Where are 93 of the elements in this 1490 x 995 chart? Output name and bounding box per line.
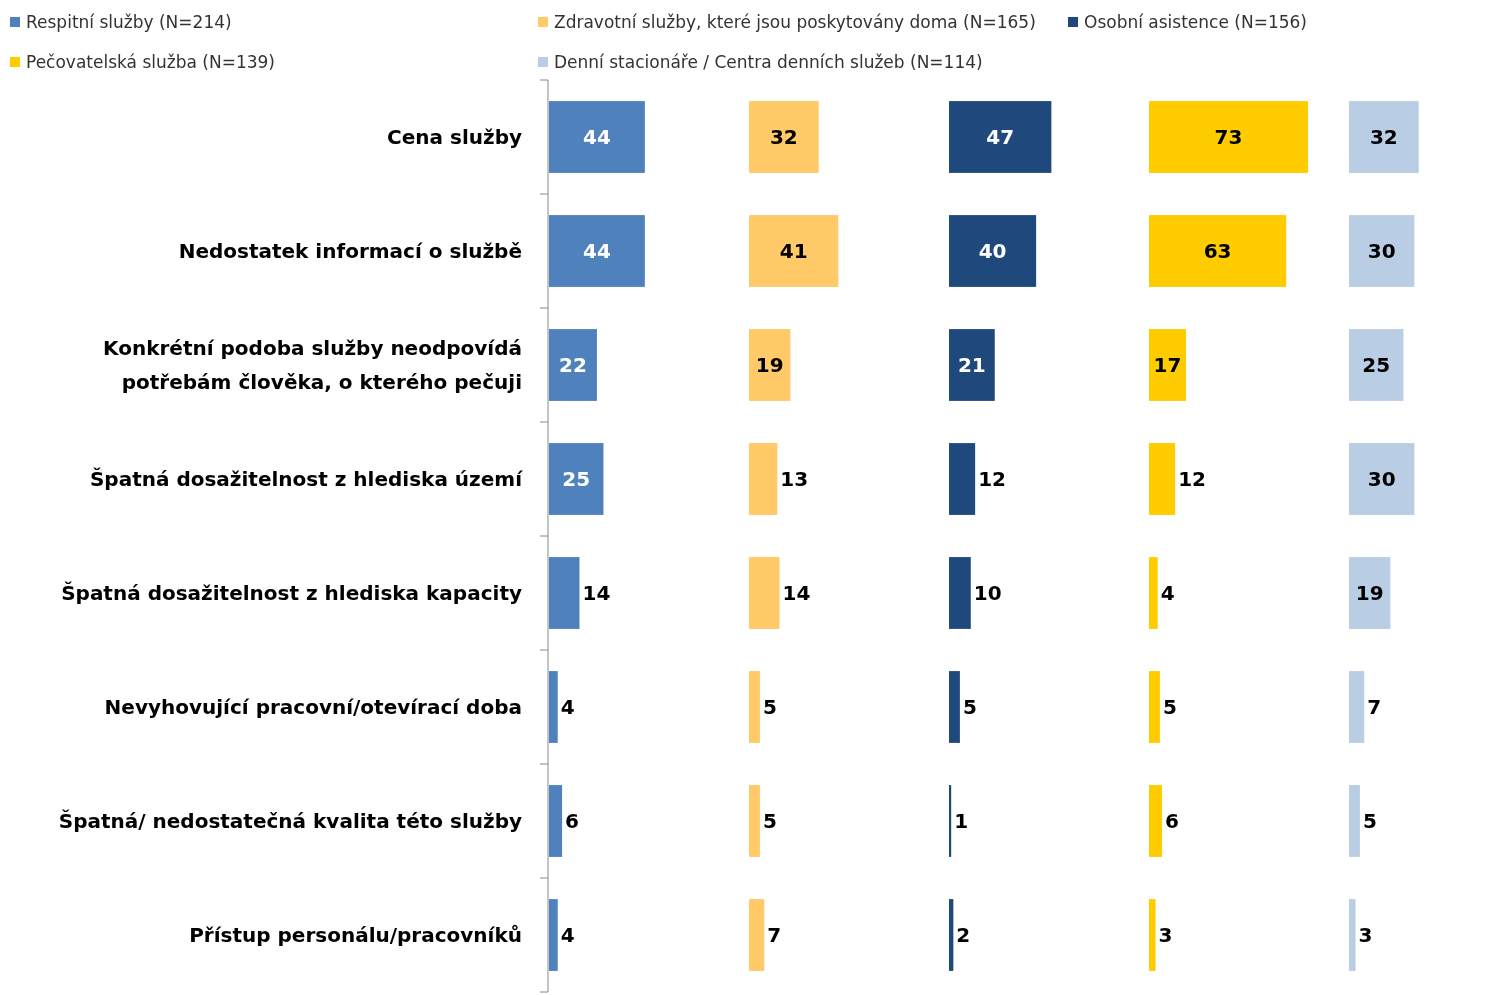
data-label: 5 [1162,695,1177,719]
bar [549,899,558,971]
data-label: 32 [1369,125,1398,149]
bar [1149,443,1176,515]
data-label: 4 [560,695,575,719]
bar [749,215,839,287]
bar [1149,329,1187,401]
bar [1349,101,1419,173]
bar [949,101,1052,173]
bar [1349,557,1391,629]
bar [1349,899,1356,971]
data-label: 2 [956,923,971,947]
bar [949,899,954,971]
data-label: 5 [762,809,777,833]
data-label: 47 [986,125,1015,149]
y-tick-label: Špatná dosažitelnost z hlediska území [89,467,524,491]
data-label: 12 [1178,467,1206,491]
data-label: 30 [1367,467,1396,491]
data-label: 1 [954,809,969,833]
data-label: 5 [1362,809,1377,833]
bar [549,101,645,173]
data-label: 22 [559,353,587,377]
bar [749,329,791,401]
data-label: 6 [1165,809,1179,833]
data-label: 41 [779,239,808,263]
bar [549,443,604,515]
data-label: 3 [1158,923,1173,947]
data-label: 32 [769,125,798,149]
y-tick-label: Nedostatek informací o službě [178,239,522,263]
y-tick-label: Špatná dosažitelnost z hlediska kapacity [61,581,522,605]
bar [549,557,580,629]
legend-label: Osobní asistence (N=156) [1084,11,1307,32]
data-label: 17 [1153,353,1182,377]
data-label: 19 [1355,581,1384,605]
bar [1149,215,1287,287]
bar [1349,329,1404,401]
bar [749,785,760,857]
legend-label: Respitní služby (N=214) [26,11,232,32]
bar [549,785,563,857]
bar [749,101,819,173]
bar [549,329,597,401]
bar [749,557,780,629]
bar [949,215,1037,287]
bar [1349,443,1415,515]
data-label: 73 [1214,125,1243,149]
bar [949,329,995,401]
data-label: 44 [583,125,611,149]
data-label: 6 [565,809,579,833]
data-label: 14 [782,581,811,605]
bar [549,671,558,743]
data-label: 21 [957,353,986,377]
bar [749,443,778,515]
y-tick-label: Přístup personálu/pracovníků [189,923,522,947]
bar [949,443,976,515]
data-label: 5 [962,695,977,719]
data-label: 12 [978,467,1006,491]
bar [1149,899,1156,971]
data-label: 30 [1367,239,1396,263]
data-label: 40 [978,239,1007,263]
bar [1149,557,1158,629]
bar [749,671,760,743]
data-label: 7 [1367,695,1382,719]
bar [949,557,971,629]
legend-label: Denní stacionáře / Centra denních služeb (N=114) [554,51,983,72]
data-label: 19 [755,353,784,377]
data-label: 7 [767,923,782,947]
data-label: 13 [780,467,809,491]
data-label: 14 [582,581,611,605]
data-label: 5 [762,695,777,719]
y-tick-label: Špatná/ nedostatečná kvalita této služby [58,809,522,833]
data-label: 25 [1362,353,1391,377]
data-label: 10 [973,581,1002,605]
bar [1349,671,1365,743]
bar [1149,671,1160,743]
bar [749,899,765,971]
legend-label: Zdravotní služby, které jsou poskytovány doma (N=165) [554,11,1036,32]
y-tick-label: Konkrétní podoba služby neodpovídá potřebám člověka, o kterého pečuji [103,336,522,394]
data-label: 4 [560,923,575,947]
y-tick-label: Nevyhovující pracovní/otevírací doba [104,695,522,719]
bar [949,671,960,743]
data-label: 25 [562,467,591,491]
bar [1149,101,1308,173]
y-tick-label: Cena služby [387,125,522,149]
data-label: 3 [1358,923,1373,947]
data-label: 44 [583,239,611,263]
bar [1349,785,1360,857]
legend-label: Pečovatelská služba (N=139) [26,51,275,72]
bar [1149,785,1163,857]
data-label: 63 [1203,239,1232,263]
bar [1349,215,1415,287]
bar [949,785,952,857]
data-label: 4 [1160,581,1175,605]
bar [549,215,645,287]
